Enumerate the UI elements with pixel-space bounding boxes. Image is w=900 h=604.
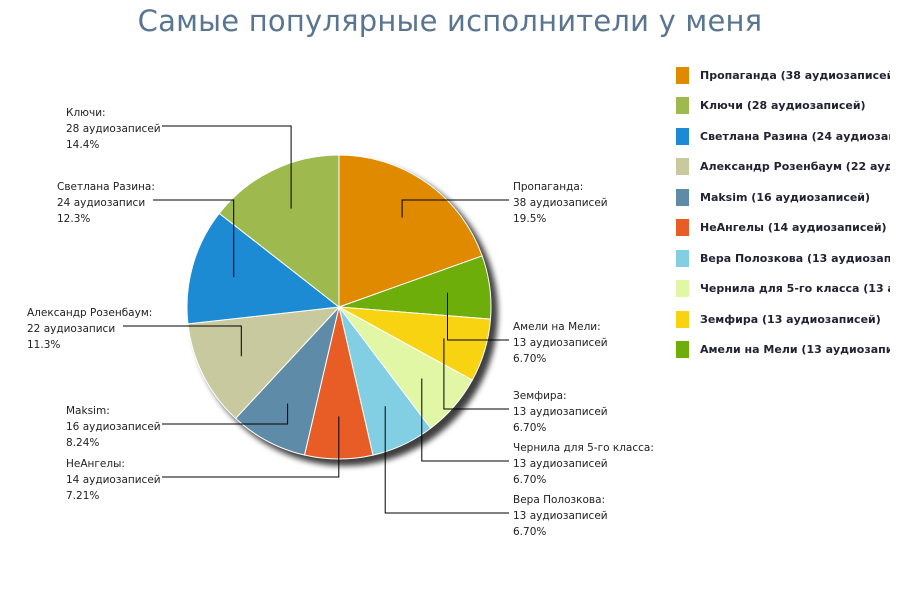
slice-label-percent: 11.3% xyxy=(27,339,60,351)
slice-label-percent: 19.5% xyxy=(513,213,546,225)
leader-line xyxy=(443,338,509,410)
legend-label: Светлана Разина (24 аудиозаписи) xyxy=(700,129,890,143)
slice-label-name: Александр Розенбаум: xyxy=(27,307,152,319)
legend-swatch xyxy=(676,158,689,176)
slice-label: Ключи: 28 аудиозаписей 14.4% xyxy=(66,107,161,151)
slice-label: Земфира: 13 аудиозаписей 6.70% xyxy=(513,390,608,434)
legend-label: НеАнгелы (14 аудиозаписей) xyxy=(700,221,887,235)
legend-label: Александр Розенбаум (22 аудиозаписи) xyxy=(700,160,890,174)
leader-line xyxy=(162,416,340,478)
legend-item: НеАнгелы (14 аудиозаписей) xyxy=(676,213,890,244)
slice-label-percent: 8.24% xyxy=(66,437,99,449)
slice-label-percent: 6.70% xyxy=(513,474,546,486)
legend-item: Вера Полозкова (13 аудиозаписей) xyxy=(676,243,890,274)
leader-line xyxy=(401,199,509,218)
legend-item: Пропаганда (38 аудиозаписей) xyxy=(676,60,890,91)
legend-label: Maksim (16 аудиозаписей) xyxy=(700,190,871,204)
slice-label-count: 13 аудиозаписей xyxy=(513,458,608,470)
slice-label-percent: 6.70% xyxy=(513,422,546,434)
legend-item: Амели на Мели (13 аудиозаписей) xyxy=(676,335,890,366)
leader-line xyxy=(447,292,509,341)
pie-slices xyxy=(186,154,492,460)
slice-label-count: 13 аудиозаписей xyxy=(513,510,608,522)
legend-swatch xyxy=(676,341,689,359)
slice-label: Пропаганда: 38 аудиозаписей 19.5% xyxy=(513,181,608,225)
slice-labels: Пропаганда: 38 аудиозаписей 19.5% Ключи: 28 … xyxy=(27,107,654,538)
chart-title: Самые популярные исполнители у меня xyxy=(137,4,763,38)
slice-label-percent: 6.70% xyxy=(513,526,546,538)
slice-label: Светлана Разина: 24 аудиозаписи 12.3% xyxy=(57,181,155,225)
slice-label: Maksim: 16 аудиозаписей 8.24% xyxy=(66,405,161,449)
slice-label-name: Ключи: xyxy=(66,107,106,119)
legend-item: Ключи (28 аудиозаписей) xyxy=(676,91,890,122)
slice-label-name: Амели на Мели: xyxy=(513,321,601,333)
slice-label-name: НеАнгелы: xyxy=(66,458,125,470)
slice-label-count: 24 аудиозаписи xyxy=(57,197,145,209)
legend: Пропаганда (38 аудиозаписей) Ключи (28 ау… xyxy=(676,60,890,365)
leader-line xyxy=(123,325,242,357)
slice-label-count: 16 аудиозаписей xyxy=(66,421,161,433)
slice-label-count: 22 аудиозаписи xyxy=(27,323,115,335)
legend-swatch xyxy=(676,97,689,115)
slice-label-count: 28 аудиозаписей xyxy=(66,123,161,135)
slice-label-name: Пропаганда: xyxy=(513,181,583,193)
legend-label: Пропаганда (38 аудиозаписей) xyxy=(700,68,890,82)
legend-label: Вера Полозкова (13 аудиозаписей) xyxy=(700,251,890,265)
slice-label: Чернила для 5-го класса: 13 аудиозаписей 6… xyxy=(513,442,654,486)
legend-label: Амели на Мели (13 аудиозаписей) xyxy=(700,343,890,357)
legend-swatch xyxy=(676,310,689,328)
pie-chart: Пропаганда: 38 аудиозаписей 19.5% Ключи: 28 … xyxy=(27,107,654,538)
slice-label-name: Светлана Разина: xyxy=(57,181,155,193)
slice-label-name: Вера Полозкова: xyxy=(513,494,605,506)
slice-label-percent: 12.3% xyxy=(57,213,90,225)
slice-label: Амели на Мели: 13 аудиозаписей 6.70% xyxy=(513,321,608,365)
slice-label-count: 13 аудиозаписей xyxy=(513,406,608,418)
legend-item: Александр Розенбаум (22 аудиозаписи) xyxy=(676,152,890,183)
legend-item: Светлана Разина (24 аудиозаписи) xyxy=(676,121,890,152)
slice-label-percent: 6.70% xyxy=(513,353,546,365)
leader-line xyxy=(384,406,509,514)
legend-label: Ключи (28 аудиозаписей) xyxy=(700,99,866,113)
leader-line xyxy=(421,378,509,462)
slice-label-name: Maksim: xyxy=(66,405,110,417)
legend-swatch xyxy=(676,280,689,298)
leader-lines xyxy=(123,125,509,514)
slice-label-count: 38 аудиозаписей xyxy=(513,197,608,209)
slice-label-count: 13 аудиозаписей xyxy=(513,337,608,349)
leader-line xyxy=(162,403,289,425)
slice-label: Вера Полозкова: 13 аудиозаписей 6.70% xyxy=(513,494,608,538)
legend-item: Земфира (13 аудиозаписей) xyxy=(676,304,890,335)
legend-label: Земфира (13 аудиозаписей) xyxy=(700,312,881,326)
legend-swatch xyxy=(676,219,689,237)
pie-slice xyxy=(338,154,483,308)
slice-label-count: 14 аудиозаписей xyxy=(66,474,161,486)
legend-swatch xyxy=(676,249,689,267)
legend-label: Чернила для 5-го класса (13 аудиозаписей… xyxy=(700,282,890,296)
legend-swatch xyxy=(676,188,689,206)
legend-swatch xyxy=(676,66,689,84)
slice-label: Александр Розенбаум: 22 аудиозаписи 11.3% xyxy=(27,307,152,351)
legend-item: Чернила для 5-го класса (13 аудиозаписей… xyxy=(676,274,890,305)
slice-label-name: Чернила для 5-го класса: xyxy=(513,442,654,454)
pie-slice xyxy=(187,306,341,420)
leader-line xyxy=(162,125,292,209)
leader-line xyxy=(153,199,235,278)
slice-label-name: Земфира: xyxy=(513,390,567,402)
slice-label: НеАнгелы: 14 аудиозаписей 7.21% xyxy=(66,458,161,502)
pie-slice xyxy=(186,212,341,325)
legend-swatch xyxy=(676,127,689,145)
slice-label-percent: 7.21% xyxy=(66,490,99,502)
legend-item: Maksim (16 аудиозаписей) xyxy=(676,182,890,213)
pie-slice xyxy=(218,154,340,309)
slice-label-percent: 14.4% xyxy=(66,139,99,151)
